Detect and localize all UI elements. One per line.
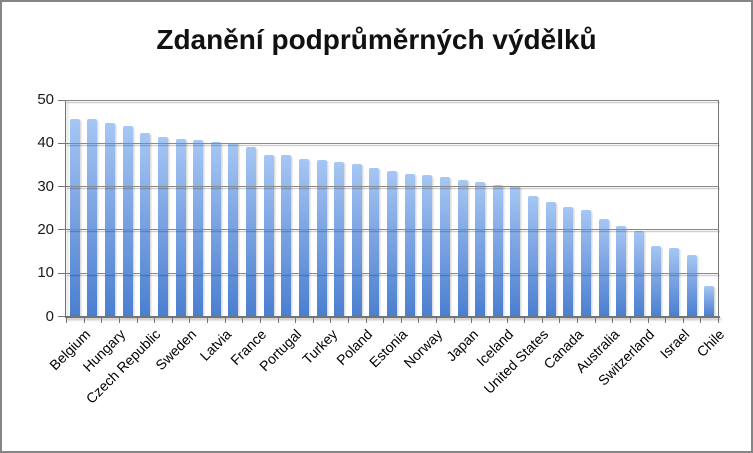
x-axis-tick (330, 317, 332, 324)
bar-34 (651, 245, 662, 317)
x-axis-tick (682, 317, 684, 324)
bar-chile (704, 286, 715, 317)
bar-portugal (281, 155, 292, 317)
x-axis-tick (365, 317, 367, 324)
x-axis-tick (101, 317, 103, 324)
x-axis-tick (259, 317, 261, 324)
x-axis-tick (400, 317, 402, 324)
plot-right-border (718, 100, 720, 317)
x-axis-tick (154, 317, 156, 324)
bar-australia (598, 219, 609, 317)
x-axis-line (64, 316, 720, 318)
bar-26 (510, 186, 521, 317)
bar-6 (157, 136, 168, 317)
y-axis-tick (58, 229, 65, 231)
x-axis-tick (700, 317, 702, 324)
bar-28 (545, 202, 556, 317)
x-axis-tick (647, 317, 649, 324)
x-axis-tick (224, 317, 226, 324)
bar-belgium (69, 118, 80, 317)
bar-poland (351, 164, 362, 317)
gridline-40 (66, 142, 719, 144)
y-axis-tick (58, 142, 65, 144)
x-axis-tick (295, 317, 297, 324)
x-axis-tick (612, 317, 614, 324)
x-axis-tick (488, 317, 490, 324)
x-axis-tick (471, 317, 473, 324)
x-axis-tick (312, 317, 314, 324)
y-axis-tick (58, 272, 65, 274)
bar-36 (686, 255, 697, 317)
y-axis-tick (58, 99, 65, 101)
y-axis-tick-label: 50 (37, 91, 54, 108)
y-axis-tick-label: 10 (37, 264, 54, 282)
bar-20 (404, 173, 415, 317)
bar-hungary (105, 122, 116, 317)
x-axis-tick (277, 317, 279, 324)
bar-22 (439, 177, 450, 317)
bar-estonia (387, 171, 397, 317)
y-axis-line (64, 100, 66, 317)
gridline-50 (66, 99, 719, 101)
y-axis-tick-label: 30 (37, 177, 54, 195)
bar-24 (475, 182, 486, 317)
bar-18 (369, 168, 380, 317)
x-axis-tick (436, 317, 438, 324)
x-axis-tick (189, 317, 191, 324)
bar-canada (563, 207, 574, 317)
x-axis-tick (136, 317, 138, 324)
x-axis-tick (242, 317, 244, 324)
x-axis-tick (83, 317, 85, 324)
bar-turkey (316, 160, 327, 317)
bar-latvia (210, 142, 221, 317)
bar-united-states (528, 196, 538, 317)
bar-2 (87, 119, 98, 317)
x-axis-tick (347, 317, 349, 324)
bar-30 (580, 209, 591, 317)
bar-14 (298, 158, 309, 317)
x-axis-tick (524, 317, 526, 324)
chart-title: Zdanění podprůměrných výdělků (156, 24, 597, 55)
x-axis-tick (594, 317, 596, 324)
bar-norway (422, 174, 433, 317)
bar-iceland (492, 185, 503, 317)
x-axis-tick (118, 317, 120, 324)
x-axis-tick (66, 317, 67, 324)
bar-4 (122, 126, 133, 317)
x-axis-tick (207, 317, 208, 324)
x-axis-tick (577, 317, 578, 324)
x-axis-tick (383, 317, 385, 324)
gridline-10 (66, 272, 719, 274)
x-axis-tick (629, 317, 631, 324)
y-axis-tick-label: 40 (37, 134, 54, 152)
bar-japan (457, 180, 468, 317)
x-axis-tick (418, 317, 420, 324)
x-axis-tick (718, 317, 719, 324)
bar-france (246, 146, 256, 317)
y-axis-tick (58, 316, 65, 317)
bar-switzerland (633, 231, 644, 317)
y-axis-tick-label: 0 (45, 307, 54, 325)
gridline-20 (66, 229, 719, 231)
y-axis-tick-label: 20 (37, 220, 54, 238)
bar-israel (668, 248, 679, 317)
bar-sweden (175, 139, 186, 317)
x-axis-tick (453, 317, 455, 324)
bar-12 (263, 154, 274, 317)
bar-czech-republic (140, 133, 151, 317)
y-axis-tick (58, 186, 65, 188)
bar-16 (334, 161, 345, 317)
x-axis-tick (559, 317, 561, 324)
x-axis-tick (541, 317, 543, 324)
gridline-30 (66, 186, 719, 188)
x-axis-tick (171, 317, 173, 324)
bar-8 (193, 140, 204, 317)
x-axis-tick (506, 317, 508, 324)
bar-32 (616, 226, 627, 317)
x-axis-tick (665, 317, 667, 324)
